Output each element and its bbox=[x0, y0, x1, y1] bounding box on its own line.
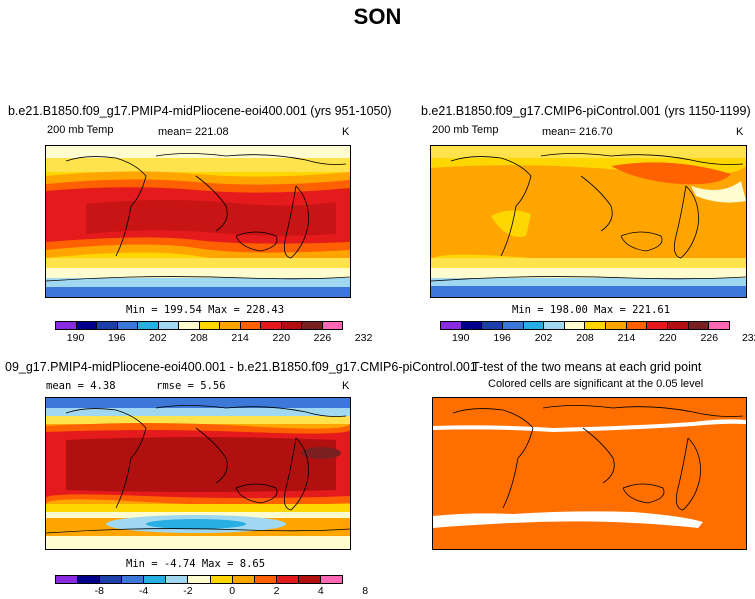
colorbar-swatch bbox=[688, 322, 710, 329]
colorbar-swatch bbox=[461, 322, 483, 329]
panel-title-bottom-right: T-test of the two means at each grid poi… bbox=[472, 360, 702, 374]
colorbar-swatch bbox=[117, 322, 138, 329]
colorbar-tick-label: 220 bbox=[659, 332, 677, 344]
colorbar-tick-label: 4 bbox=[317, 585, 324, 597]
minmax-top-left: Min = 199.54 Max = 228.43 bbox=[126, 304, 285, 316]
colorbar-tick-label: 202 bbox=[149, 332, 167, 344]
colorbar-swatch bbox=[76, 322, 97, 329]
colorbar-swatch bbox=[210, 576, 233, 583]
colorbar-swatch bbox=[281, 322, 302, 329]
colorbar-swatch bbox=[166, 576, 189, 583]
coastlines bbox=[46, 405, 350, 534]
colorbar-swatch bbox=[544, 322, 565, 329]
colorbar-swatch bbox=[188, 576, 211, 583]
map-bottom-right bbox=[432, 397, 747, 550]
colorbar-swatch bbox=[144, 576, 167, 583]
colorbar-tick-label: 208 bbox=[576, 332, 594, 344]
colorbar-swatch bbox=[320, 576, 343, 583]
colorbar-swatch bbox=[523, 322, 545, 329]
rmse-label-bottom-left: rmse = 5.56 bbox=[156, 380, 226, 392]
mean-label-bottom-left: mean = 4.38 bbox=[46, 380, 116, 392]
colorbar-tick-label: 232 bbox=[741, 332, 755, 344]
colorbar-swatch bbox=[564, 322, 586, 329]
panel-title-bottom-left: 09_g17.PMIP4-midPliocene-eoi400.001 - b.… bbox=[5, 360, 477, 374]
map-top-left bbox=[45, 145, 351, 298]
panel-title-top-right: b.e21.B1850.f09_g17.CMIP6-piControl.001 … bbox=[421, 104, 751, 118]
panel-subtitle-bottom-right: Colored cells are significant at the 0.0… bbox=[488, 378, 704, 390]
colorbar-swatch bbox=[138, 322, 159, 329]
colorbar-ticks-top-left: 190 196 202 208 214 220 226 232 bbox=[55, 332, 373, 346]
colorbar-tick-label: 226 bbox=[313, 332, 332, 344]
colorbar-swatch bbox=[56, 576, 79, 583]
colorbar-tick-label: 0 bbox=[229, 585, 236, 597]
panel-title-top-left: b.e21.B1850.f09_g17.PMIP4-midPliocene-eo… bbox=[8, 104, 392, 118]
colorbar-swatch bbox=[322, 322, 342, 329]
colorbar-swatch bbox=[502, 322, 524, 329]
colorbar-ticks-bottom-left: -8 -4 -2 0 2 4 8 bbox=[55, 585, 368, 599]
mean-label-top-right: mean= 216.70 bbox=[542, 126, 613, 138]
colorbar-tick-label: -8 bbox=[94, 585, 104, 597]
colorbar-tick-label: 232 bbox=[354, 332, 373, 344]
colorbar-swatch bbox=[78, 576, 101, 583]
colorbar-swatch bbox=[585, 322, 607, 329]
coastlines bbox=[46, 153, 350, 282]
colorbar-tick-label: 226 bbox=[700, 332, 719, 344]
colorbar-swatch bbox=[647, 322, 669, 329]
colorbar-swatch bbox=[56, 322, 77, 329]
mean-label-top-left: mean= 221.08 bbox=[158, 126, 229, 138]
colorbar-swatch bbox=[97, 322, 118, 329]
colorbar-swatch bbox=[441, 322, 462, 329]
colorbar-tick-label: 2 bbox=[273, 585, 280, 597]
colorbar-swatch bbox=[254, 576, 277, 583]
units-label-top-right: K bbox=[736, 126, 744, 138]
colorbar-tick-label: -2 bbox=[183, 585, 193, 597]
map-bottom-left bbox=[45, 397, 351, 550]
colorbar-swatch bbox=[240, 322, 261, 329]
colorbar-swatch bbox=[298, 576, 321, 583]
colorbar-tick-label: 196 bbox=[107, 332, 126, 344]
colorbar-swatch bbox=[158, 322, 179, 329]
figure-title: SON bbox=[353, 4, 402, 29]
colorbar-ticks-top-right: 190 196 202 208 214 220 226 232 bbox=[440, 332, 755, 346]
colorbar-swatch bbox=[220, 322, 241, 329]
colorbar-swatch bbox=[302, 322, 323, 329]
colorbar-tick-label: 214 bbox=[231, 332, 249, 344]
colorbar-swatch bbox=[261, 322, 282, 329]
coastlines bbox=[431, 153, 746, 282]
colorbar-tick-label: 196 bbox=[493, 332, 511, 344]
colorbar-tick-label: 190 bbox=[66, 332, 85, 344]
colorbar-tick-label: 220 bbox=[272, 332, 291, 344]
colorbar-swatch bbox=[482, 322, 503, 329]
colorbar-tick-label: -4 bbox=[138, 585, 149, 597]
colorbar-swatch bbox=[179, 322, 200, 329]
colorbar-tick-label: 190 bbox=[451, 332, 470, 344]
colorbar-tick-label: 202 bbox=[534, 332, 553, 344]
colorbar-swatch bbox=[122, 576, 145, 583]
colorbar-bottom-left bbox=[55, 575, 343, 584]
colorbar-tick-label: 208 bbox=[190, 332, 208, 344]
colorbar-swatch bbox=[199, 322, 220, 329]
units-label-bottom-left: K bbox=[342, 380, 350, 392]
colorbar-swatch bbox=[626, 322, 648, 329]
units-label-top-left: K bbox=[342, 126, 350, 138]
map-top-right bbox=[430, 145, 747, 298]
variable-label-top-left: 200 mb Temp bbox=[47, 124, 114, 136]
colorbar-tick-label: 8 bbox=[362, 585, 369, 597]
variable-label-top-right: 200 mb Temp bbox=[432, 124, 499, 136]
colorbar-swatch bbox=[709, 322, 729, 329]
minmax-bottom-left: Min = -4.74 Max = 8.65 bbox=[126, 558, 266, 570]
colorbar-top-left bbox=[55, 321, 343, 330]
colorbar-swatch bbox=[668, 322, 689, 329]
colorbar-top-right bbox=[440, 321, 730, 330]
colorbar-swatch bbox=[100, 576, 123, 583]
minmax-top-right: Min = 198.00 Max = 221.61 bbox=[512, 304, 671, 316]
colorbar-swatch bbox=[276, 576, 299, 583]
coastlines bbox=[452, 405, 744, 511]
colorbar-tick-label: 214 bbox=[617, 332, 636, 344]
colorbar-swatch bbox=[232, 576, 255, 583]
colorbar-swatch bbox=[606, 322, 627, 329]
